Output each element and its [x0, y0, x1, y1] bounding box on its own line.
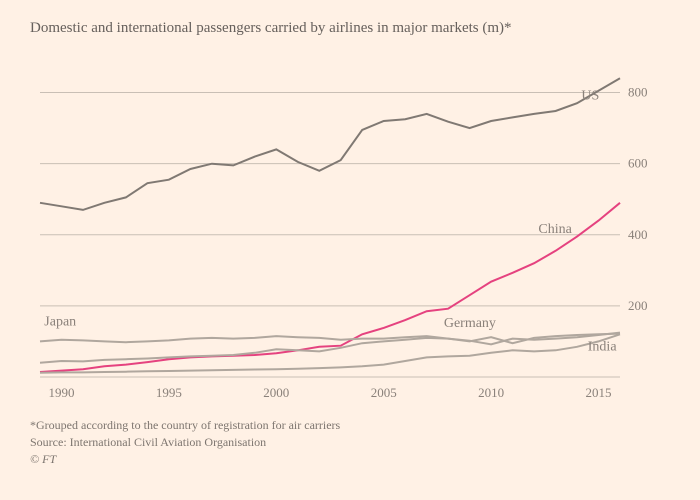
svg-text:800: 800: [628, 85, 648, 100]
svg-text:US: US: [581, 89, 599, 104]
svg-text:China: China: [538, 222, 572, 237]
svg-text:2010: 2010: [478, 385, 504, 400]
footnote-copyright: © FT: [30, 451, 670, 468]
svg-text:2000: 2000: [263, 385, 289, 400]
line-chart: 200 400 600 800 1990 1995 2000 2005 2010 2015 US Ch…: [30, 47, 670, 407]
svg-text:200: 200: [628, 298, 648, 313]
svg-text:2015: 2015: [586, 385, 612, 400]
svg-text:India: India: [588, 339, 618, 354]
svg-text:1990: 1990: [48, 385, 74, 400]
svg-text:2005: 2005: [371, 385, 397, 400]
svg-text:Japan: Japan: [44, 314, 76, 329]
svg-text:600: 600: [628, 156, 648, 171]
chart-title: Domestic and international passengers ca…: [30, 20, 670, 37]
chart-footnote: *Grouped according to the country of reg…: [30, 417, 670, 467]
svg-text:400: 400: [628, 227, 648, 242]
footnote-source: Source: International Civil Aviation Org…: [30, 434, 670, 451]
footnote-asterisk: *Grouped according to the country of reg…: [30, 417, 670, 434]
svg-text:Germany: Germany: [444, 316, 496, 331]
svg-text:1995: 1995: [156, 385, 182, 400]
